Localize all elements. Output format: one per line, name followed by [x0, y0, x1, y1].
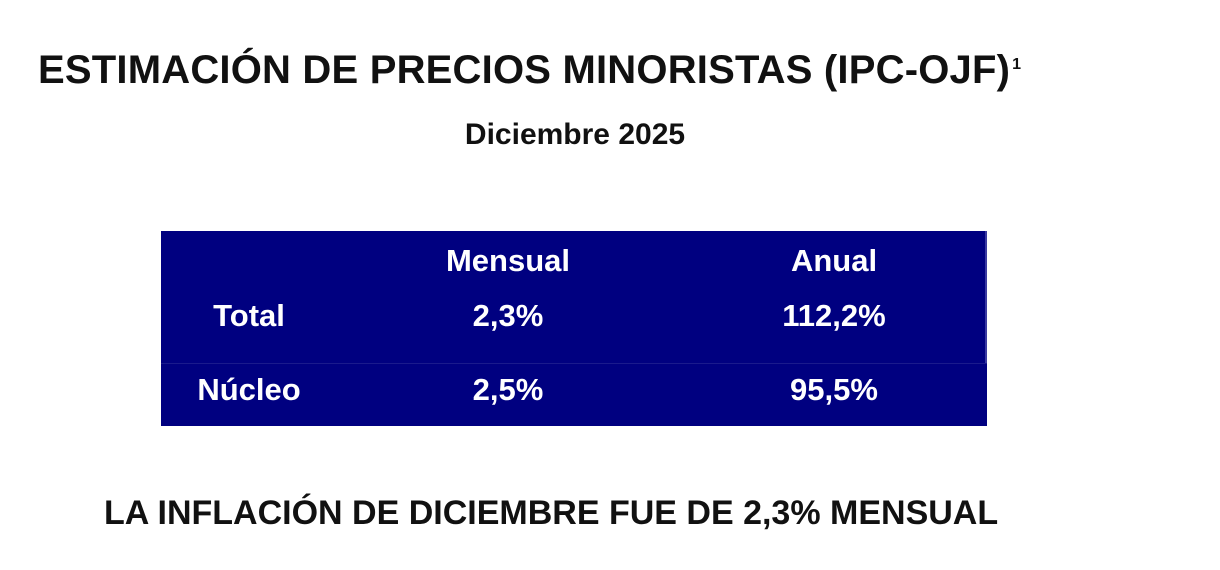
row-label-total: Total — [213, 298, 285, 333]
page-subtitle: Diciembre 2025 — [464, 118, 686, 151]
row-label-nucleo: Núcleo — [197, 372, 301, 407]
column-header-mensual: Mensual — [445, 243, 571, 278]
nucleo-anual-value: 95,5% — [790, 372, 878, 407]
summary-statement: LA INFLACIÓN DE DICIEMBRE FUE DE 2,3% ME… — [104, 494, 999, 532]
table-edge — [985, 231, 987, 363]
footnote-mark: 1 — [1012, 56, 1022, 73]
title-text: ESTIMACIÓN DE PRECIOS MINORISTAS (IPC-OJ… — [38, 48, 1011, 92]
total-mensual-value: 2,3% — [472, 298, 544, 333]
nucleo-mensual-value: 2,5% — [472, 372, 544, 407]
inflation-table: Mensual Anual Total 2,3% 112,2% Núcleo 2… — [161, 231, 987, 426]
column-header-anual: Anual — [790, 243, 878, 278]
total-anual-value: 112,2% — [782, 298, 886, 333]
table-divider — [161, 363, 987, 364]
page-title: ESTIMACIÓN DE PRECIOS MINORISTAS (IPC-OJ… — [38, 48, 1021, 93]
